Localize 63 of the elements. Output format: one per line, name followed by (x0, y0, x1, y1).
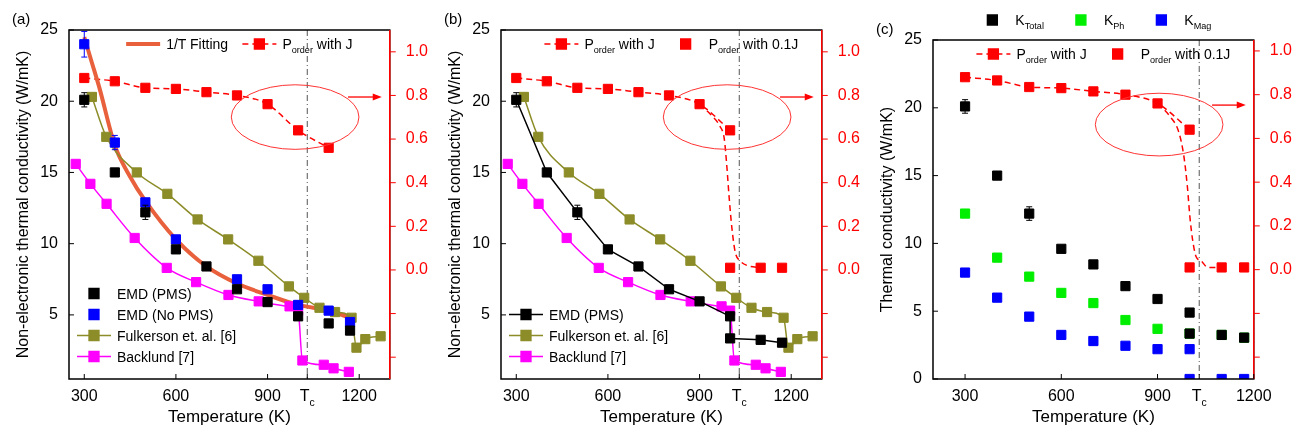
y2-tick-label: 0.4 (1269, 172, 1293, 190)
y-tick-label: 10 (40, 234, 59, 252)
y2-tick-label: 0.2 (405, 216, 429, 234)
legend-label: Backlund [7] (549, 348, 627, 365)
x-tick-label: 1200 (1235, 387, 1272, 404)
chart-title: (a) (12, 10, 31, 27)
y-tick-label: 25 (472, 20, 491, 38)
x-tick-label: 600 (594, 387, 622, 404)
y-tick-label: 10 (904, 233, 923, 251)
x-tick-label: 600 (1047, 387, 1075, 404)
legend-label: Fulkerson et. al. [6] (549, 327, 669, 344)
y-tick-label: 15 (40, 162, 59, 180)
x-tick-label: 300 (70, 387, 98, 404)
legend-label: Backlund [7] (117, 348, 195, 365)
y2-tick-label: 0.0 (1269, 260, 1293, 278)
y-tick-label: 15 (472, 162, 491, 180)
y-tick-label: 15 (904, 166, 923, 184)
y2-tick-label: 0.4 (405, 173, 429, 191)
y2-tick-label: 0.6 (837, 129, 861, 147)
y2-tick-label: 0.4 (837, 173, 861, 191)
x-tick-label: 900 (686, 387, 714, 404)
y-axis-title: Non-electronic thermal conductivity (W/mK) (446, 50, 464, 359)
y2-tick-label: 0.8 (405, 85, 429, 103)
y2-tick-label: 1.0 (1269, 41, 1293, 59)
x-tick-label: 1200 (773, 387, 810, 404)
legend-label: EMD (No PMS) (117, 306, 214, 323)
x-axis-title: Temperature (K) (599, 407, 723, 426)
chart-title: (b) (444, 10, 463, 27)
legend-label: Fulkerson et. al. [6] (117, 327, 237, 344)
y-axis-title: Thermal conductivity (W/mK) (878, 106, 896, 313)
chart-title: (c) (876, 20, 894, 37)
y-axis-title: Non-electronic thermal conductivity (W/mK) (14, 50, 32, 359)
y2-tick-label: 1.0 (837, 42, 861, 60)
y2-tick-label: 0.6 (405, 129, 429, 147)
y-tick-label: 25 (40, 20, 59, 38)
y-tick-label: 20 (472, 91, 491, 109)
y2-tick-label: 0.8 (837, 85, 861, 103)
legend-label: EMD (PMS) (117, 285, 192, 302)
y-tick-label: 10 (472, 234, 491, 252)
y-tick-label: 20 (904, 98, 923, 116)
x-tick-label: 900 (254, 387, 282, 404)
legend-label: 1/T Fitting (166, 36, 229, 52)
x-tick-label: 300 (502, 387, 530, 404)
y-tick-label: 0 (913, 369, 923, 387)
y-tick-label: 5 (913, 301, 923, 319)
x-tick-label: 600 (162, 387, 190, 404)
x-tick-label: 300 (951, 387, 979, 404)
y2-tick-label: 0.2 (837, 216, 861, 234)
y2-tick-label: 0.8 (1269, 85, 1293, 103)
y-tick-label: 25 (904, 30, 923, 48)
y2-tick-label: 0.6 (1269, 128, 1293, 146)
x-axis-title: Temperature (K) (1031, 407, 1155, 426)
y2-tick-label: 0.0 (405, 260, 429, 278)
y-tick-label: 5 (481, 305, 491, 323)
y-tick-label: 5 (49, 305, 59, 323)
y2-tick-label: 1.0 (405, 42, 429, 60)
x-tick-label: 900 (1144, 387, 1171, 404)
x-axis-title: Temperature (K) (167, 407, 291, 426)
legend-label: EMD (PMS) (549, 306, 624, 323)
y-tick-label: 20 (40, 91, 59, 109)
y2-tick-label: 0.0 (837, 260, 861, 278)
y2-tick-label: 0.2 (1269, 216, 1293, 234)
x-tick-label: 1200 (341, 387, 378, 404)
